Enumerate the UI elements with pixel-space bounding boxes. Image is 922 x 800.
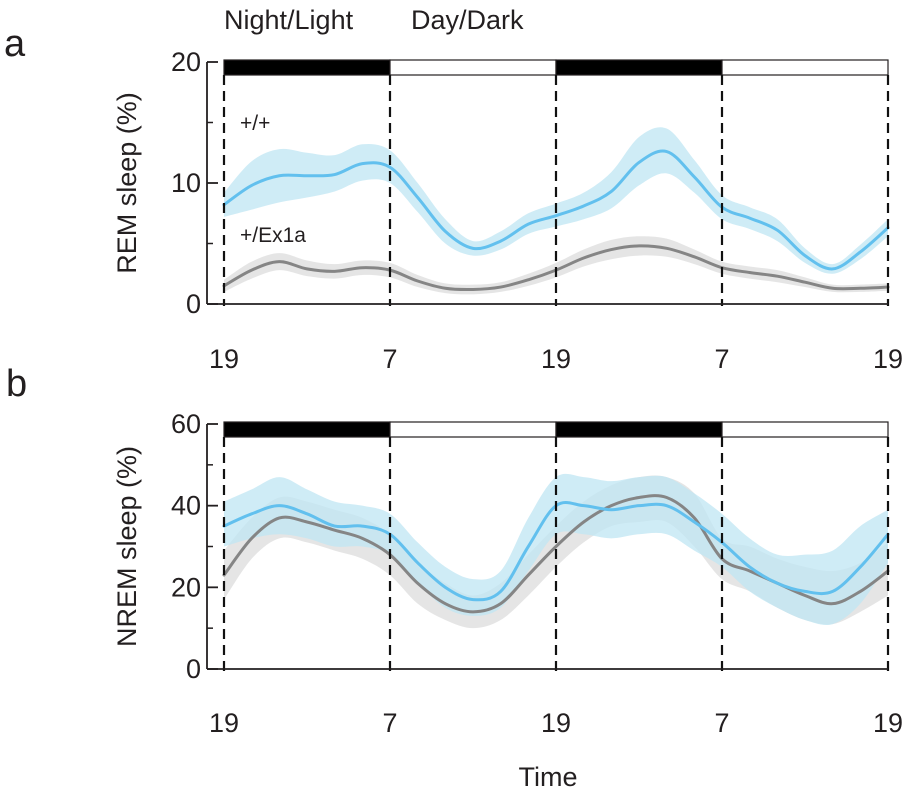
y-tick-label: 60 xyxy=(171,409,201,439)
phase-bar-light xyxy=(721,59,889,76)
y-tick-label: 0 xyxy=(186,654,201,684)
phase-bar-dark xyxy=(555,421,723,438)
y-tick-label: 10 xyxy=(171,168,201,198)
x-tick-label: 19 xyxy=(541,344,571,374)
x-tick-label: 7 xyxy=(382,344,397,374)
panel-letter-b: b xyxy=(6,363,27,405)
x-tick-label: 19 xyxy=(209,708,239,738)
phase-bar-dark xyxy=(223,59,391,76)
y-tick-label: 40 xyxy=(171,491,201,521)
x-tick-label: 7 xyxy=(714,708,729,738)
top-label-night-light: Night/Light xyxy=(224,5,354,35)
y-tick-label: 0 xyxy=(186,289,201,319)
y-axis-title: REM sleep (%) xyxy=(112,92,142,274)
y-tick-label: 20 xyxy=(171,47,201,77)
phase-bar-dark xyxy=(223,421,391,438)
x-tick-label: 19 xyxy=(873,708,903,738)
y-tick-label: 20 xyxy=(171,572,201,602)
phase-bar-light xyxy=(389,59,557,76)
top-label-day-dark: Day/Dark xyxy=(411,5,524,35)
series-label-wildtype: +/+ xyxy=(240,112,270,135)
x-axis-title: Time xyxy=(519,762,578,792)
nrem-sleep-panel: 0 20 40 60 19 7 19 7 19 NREM sleep (%) xyxy=(112,409,903,738)
x-tick-label: 19 xyxy=(541,708,571,738)
phase-bar-light xyxy=(389,421,557,438)
wildtype-series-line xyxy=(222,149,890,271)
mutant-error-band xyxy=(224,236,888,295)
x-tick-label: 7 xyxy=(714,344,729,374)
phase-bar-light xyxy=(721,421,889,438)
phase-bar-dark xyxy=(555,59,723,76)
x-tick-label: 19 xyxy=(209,344,239,374)
x-tick-label: 19 xyxy=(873,344,903,374)
rem-sleep-panel: 0 10 20 19 7 19 7 19 REM sleep (%) +/+ +/Ex1a xyxy=(112,47,903,374)
series-label-mutant: +/Ex1a xyxy=(240,224,306,247)
x-tick-label: 7 xyxy=(382,708,397,738)
y-axis-title: NREM sleep (%) xyxy=(112,446,142,647)
panel-letter-a: a xyxy=(4,23,26,65)
